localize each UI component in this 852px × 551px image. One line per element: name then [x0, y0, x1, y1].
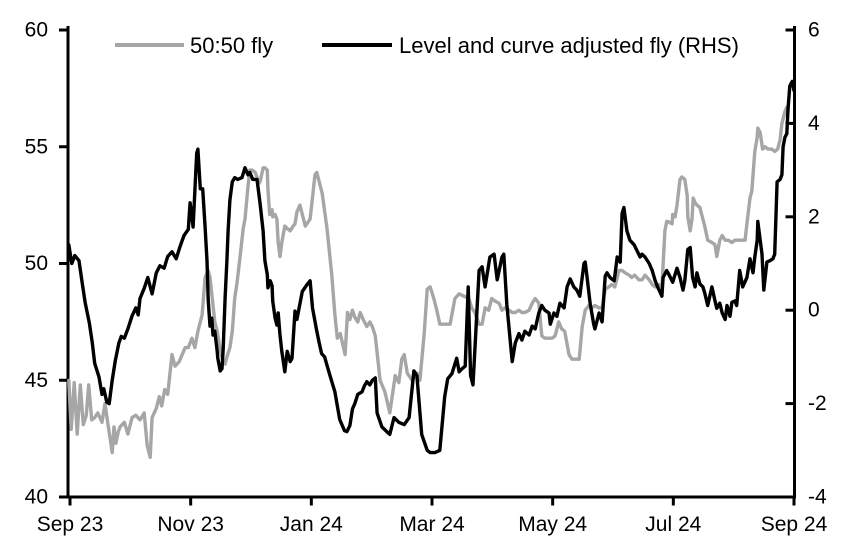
y-right-tick-label: 6	[808, 19, 820, 42]
series-lines	[67, 79, 796, 459]
y-right-tick-label: -4	[808, 486, 827, 509]
x-tick-label: Sep 24	[761, 513, 828, 536]
axes: 60 55 50 45 40 6 4 2 0 -2 -4 Sep 23 Nov 23 Jan 24 Mar …	[25, 19, 828, 537]
y-right-tick-label: 0	[808, 299, 820, 322]
y-left-tick-label: 55	[25, 135, 48, 158]
y-right-tick-label: 4	[808, 112, 820, 135]
series-adjusted-fly-line	[67, 79, 796, 455]
x-tick-label: Sep 23	[37, 513, 104, 536]
legend-label-adjusted-fly: Level and curve adjusted fly (RHS)	[399, 33, 739, 58]
series-5050-fly-line	[67, 105, 790, 459]
legend: 50:50 fly Level and curve adjusted fly (…	[115, 33, 739, 58]
legend-label-5050-fly: 50:50 fly	[190, 33, 273, 58]
y-right-tick-label: 2	[808, 205, 820, 228]
y-right-tick-label: -2	[808, 392, 827, 415]
x-tick-label: Jan 24	[280, 513, 343, 536]
x-tick-label: Mar 24	[399, 513, 465, 536]
y-left-tick-label: 50	[25, 252, 48, 275]
y-left-tick-label: 60	[25, 19, 48, 42]
x-tick-label: Jul 24	[645, 513, 701, 536]
y-left-tick-label: 40	[25, 486, 48, 509]
x-tick-label: Nov 23	[157, 513, 224, 536]
y-left-tick-label: 45	[25, 369, 48, 392]
x-tick-label: May 24	[518, 513, 587, 536]
